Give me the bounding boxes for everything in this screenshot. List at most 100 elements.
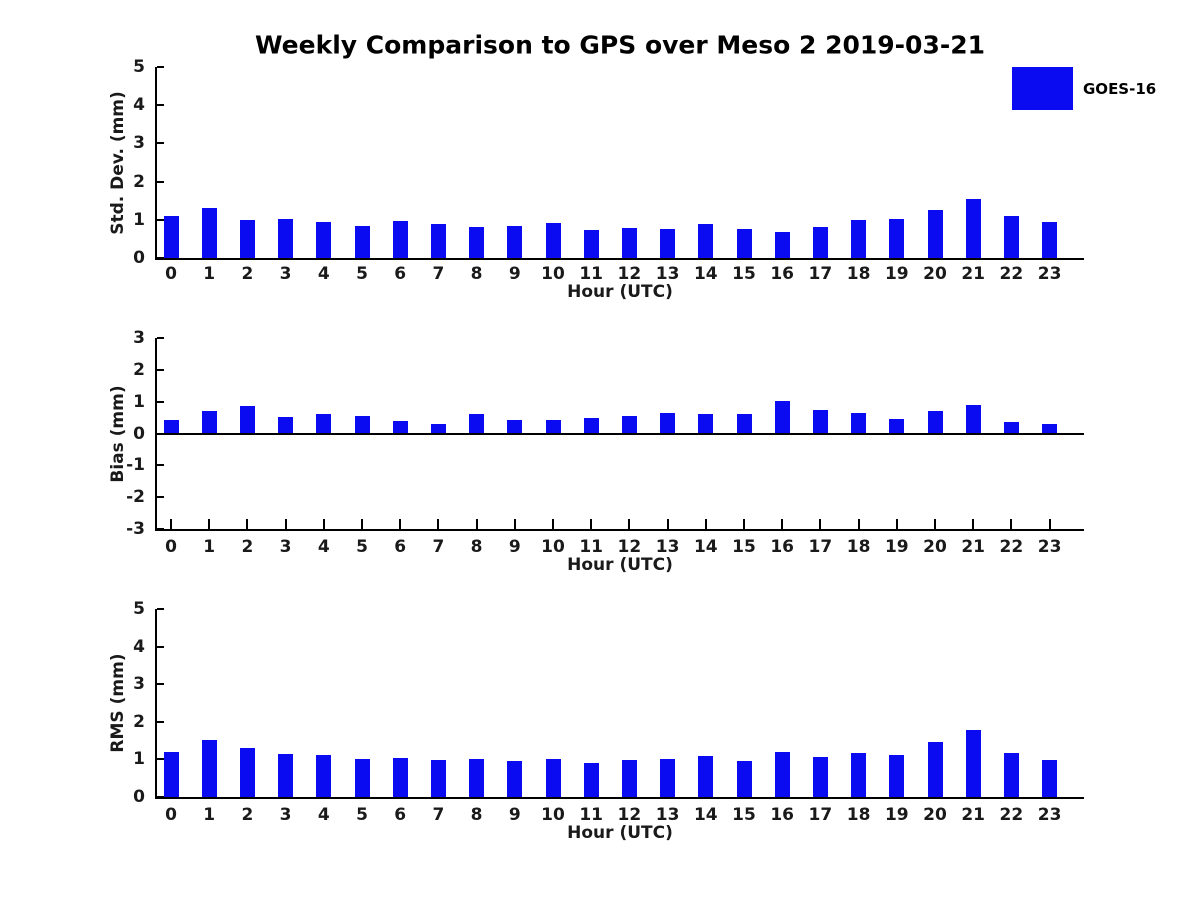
x-tick-label: 15 bbox=[732, 805, 756, 825]
x-tick-label: 13 bbox=[655, 805, 680, 825]
x-axis bbox=[155, 529, 1084, 531]
x-tick-label: 11 bbox=[579, 537, 604, 557]
y-tick-label: 5 bbox=[133, 599, 145, 619]
x-tick bbox=[246, 519, 249, 529]
y-tick bbox=[157, 464, 164, 467]
y-tick bbox=[157, 796, 164, 798]
bar-hour-18 bbox=[851, 413, 867, 434]
x-tick bbox=[666, 519, 669, 529]
y-tick bbox=[157, 496, 164, 499]
y-tick bbox=[157, 432, 164, 435]
x-tick-label: 3 bbox=[279, 264, 292, 284]
bar-hour-1 bbox=[201, 740, 217, 797]
x-tick-label: 12 bbox=[617, 805, 642, 825]
x-tick-label: 5 bbox=[356, 537, 368, 557]
y-tick-label: 0 bbox=[133, 248, 145, 268]
bar-hour-8 bbox=[469, 227, 485, 258]
y-tick-label: 0 bbox=[133, 787, 145, 807]
bar-hour-0 bbox=[163, 752, 179, 797]
x-tick-label: 5 bbox=[356, 805, 368, 825]
bar-hour-14 bbox=[698, 756, 714, 797]
x-tick bbox=[934, 519, 936, 529]
bar-hour-8 bbox=[469, 414, 485, 434]
y-tick-label: 3 bbox=[133, 674, 145, 695]
x-tick-label: 5 bbox=[356, 264, 368, 284]
bar-hour-4 bbox=[316, 413, 332, 434]
x-tick-label: 15 bbox=[732, 537, 756, 557]
bar-hour-9 bbox=[507, 225, 523, 258]
y-tick-label: 3 bbox=[133, 133, 145, 154]
x-tick bbox=[170, 519, 172, 529]
x-tick-label: 0 bbox=[165, 264, 177, 284]
bar-hour-9 bbox=[507, 419, 523, 434]
y-tick bbox=[157, 257, 164, 259]
bar-hour-10 bbox=[545, 223, 561, 258]
x-tick bbox=[399, 519, 402, 529]
bar-hour-2 bbox=[239, 219, 255, 258]
x-tick-label: 17 bbox=[808, 805, 833, 825]
bar-hour-10 bbox=[545, 759, 561, 797]
x-tick bbox=[513, 519, 516, 529]
bar-hour-17 bbox=[812, 409, 828, 434]
x-tick bbox=[1010, 519, 1013, 529]
x-tick bbox=[361, 519, 363, 529]
bar-hour-5 bbox=[354, 759, 370, 797]
x-tick-label: 14 bbox=[693, 537, 718, 557]
x-tick-label: 21 bbox=[961, 264, 986, 284]
x-tick-label: 23 bbox=[1037, 264, 1062, 284]
bar-hour-5 bbox=[354, 225, 370, 258]
x-tick-label: 9 bbox=[508, 264, 521, 284]
bar-hour-17 bbox=[812, 756, 828, 797]
x-tick-label: 15 bbox=[732, 264, 756, 284]
x-tick-label: 13 bbox=[655, 537, 680, 557]
x-tick-label: 3 bbox=[279, 805, 292, 825]
bar-hour-18 bbox=[851, 220, 867, 258]
x-tick-label: 18 bbox=[846, 264, 871, 284]
x-tick-label: 12 bbox=[617, 264, 642, 284]
y-tick-label: -3 bbox=[126, 519, 145, 539]
x-axis-label-hour-utc: Hour (UTC) bbox=[567, 823, 673, 843]
y-tick bbox=[157, 337, 164, 339]
x-tick-label: 2 bbox=[241, 805, 254, 825]
bar-hour-19 bbox=[889, 754, 905, 797]
bar-hour-14 bbox=[698, 224, 714, 258]
bar-hour-21 bbox=[965, 199, 981, 258]
x-tick bbox=[781, 519, 784, 529]
x-axis bbox=[155, 797, 1084, 799]
x-tick bbox=[322, 519, 325, 529]
bar-hour-13 bbox=[660, 412, 676, 434]
x-tick-label: 21 bbox=[961, 805, 986, 825]
x-tick bbox=[208, 519, 211, 529]
bar-hour-23 bbox=[1042, 221, 1058, 258]
x-tick-label: 17 bbox=[808, 537, 833, 557]
x-tick-label: 16 bbox=[770, 264, 795, 284]
bar-hour-12 bbox=[621, 228, 637, 258]
x-tick-label: 8 bbox=[470, 805, 483, 825]
x-tick-label: 22 bbox=[999, 537, 1024, 557]
bar-hour-6 bbox=[392, 758, 408, 797]
y-tick-label: 5 bbox=[133, 57, 145, 77]
y-tick bbox=[157, 758, 164, 761]
x-tick-label: 11 bbox=[579, 264, 604, 284]
x-tick-label: 17 bbox=[808, 264, 833, 284]
y-tick bbox=[157, 528, 164, 530]
y-tick-label: -1 bbox=[126, 455, 145, 476]
x-tick bbox=[819, 519, 822, 529]
bar-hour-4 bbox=[316, 755, 332, 797]
y-tick-label: 1 bbox=[133, 391, 145, 412]
y-axis bbox=[155, 67, 157, 260]
bar-hour-15 bbox=[736, 228, 752, 258]
bar-hour-20 bbox=[927, 410, 943, 434]
x-tick-label: 7 bbox=[432, 537, 445, 557]
bar-hour-23 bbox=[1042, 759, 1058, 797]
legend-swatch-goes16 bbox=[1012, 67, 1073, 110]
bar-hour-22 bbox=[1003, 215, 1019, 258]
bar-hour-8 bbox=[469, 759, 485, 797]
bar-hour-1 bbox=[201, 411, 217, 434]
y-tick bbox=[157, 683, 164, 686]
x-tick bbox=[475, 519, 478, 529]
bar-hour-4 bbox=[316, 222, 332, 258]
x-tick-label: 4 bbox=[317, 537, 330, 557]
